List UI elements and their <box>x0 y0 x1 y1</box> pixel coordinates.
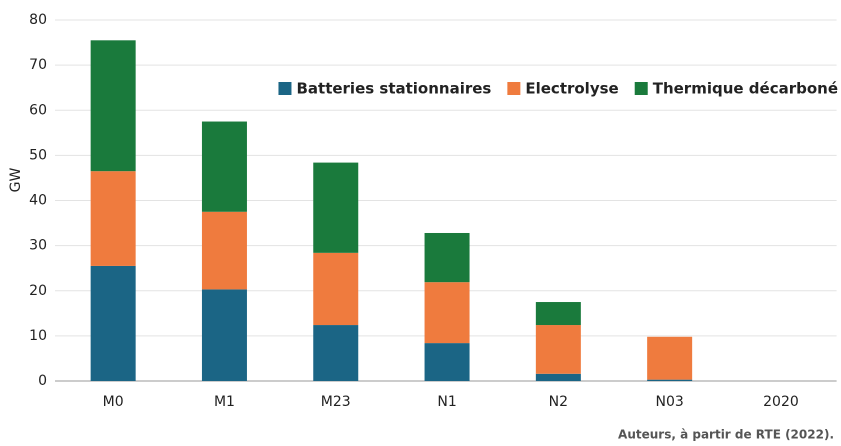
legend-label: Batteries stationnaires <box>296 80 491 98</box>
x-tick-label: 2020 <box>763 394 799 410</box>
bar-segment <box>201 121 247 212</box>
y-tick-label: 80 <box>29 12 47 28</box>
y-axis-label: GW <box>8 168 24 193</box>
bar-segment <box>424 232 470 283</box>
bar-segment <box>90 171 136 266</box>
bar-segment <box>313 252 359 326</box>
bar-segment <box>535 373 581 381</box>
bar-segment <box>201 211 247 290</box>
legend-swatch <box>278 82 292 95</box>
bar-segment <box>424 343 470 381</box>
bar-segment <box>424 282 470 344</box>
x-tick-label: N2 <box>549 394 568 410</box>
bar-segment <box>90 265 136 381</box>
y-tick-label: 50 <box>29 147 47 163</box>
x-tick-label: M1 <box>214 394 235 410</box>
x-tick-label: N1 <box>437 394 456 410</box>
bar-segment <box>647 379 693 381</box>
bar-segment <box>201 289 247 381</box>
x-tick-label: M23 <box>321 394 351 410</box>
y-tick-label: 20 <box>29 283 47 299</box>
legend-label: Thermique décarboné <box>653 80 838 98</box>
bar-segment <box>535 325 581 374</box>
legend-swatch <box>634 82 648 95</box>
bar-segment <box>647 336 693 380</box>
y-tick-label: 40 <box>29 193 47 209</box>
bar-segment <box>313 325 359 381</box>
bar-segment <box>313 162 359 253</box>
legend-swatch <box>507 82 521 95</box>
bar-segment <box>90 40 136 172</box>
legend-label: Electrolyse <box>525 80 618 98</box>
y-tick-label: 30 <box>29 238 47 254</box>
y-tick-label: 10 <box>29 328 47 344</box>
source: Auteurs, à partir de RTE (2022). <box>618 428 834 442</box>
y-tick-label: 60 <box>29 102 47 118</box>
x-tick-label: M0 <box>103 394 124 410</box>
y-tick-label: 70 <box>29 57 47 73</box>
x-tick-label: N03 <box>656 394 684 410</box>
y-tick-label: 0 <box>38 373 47 389</box>
bar-segment <box>535 302 581 326</box>
